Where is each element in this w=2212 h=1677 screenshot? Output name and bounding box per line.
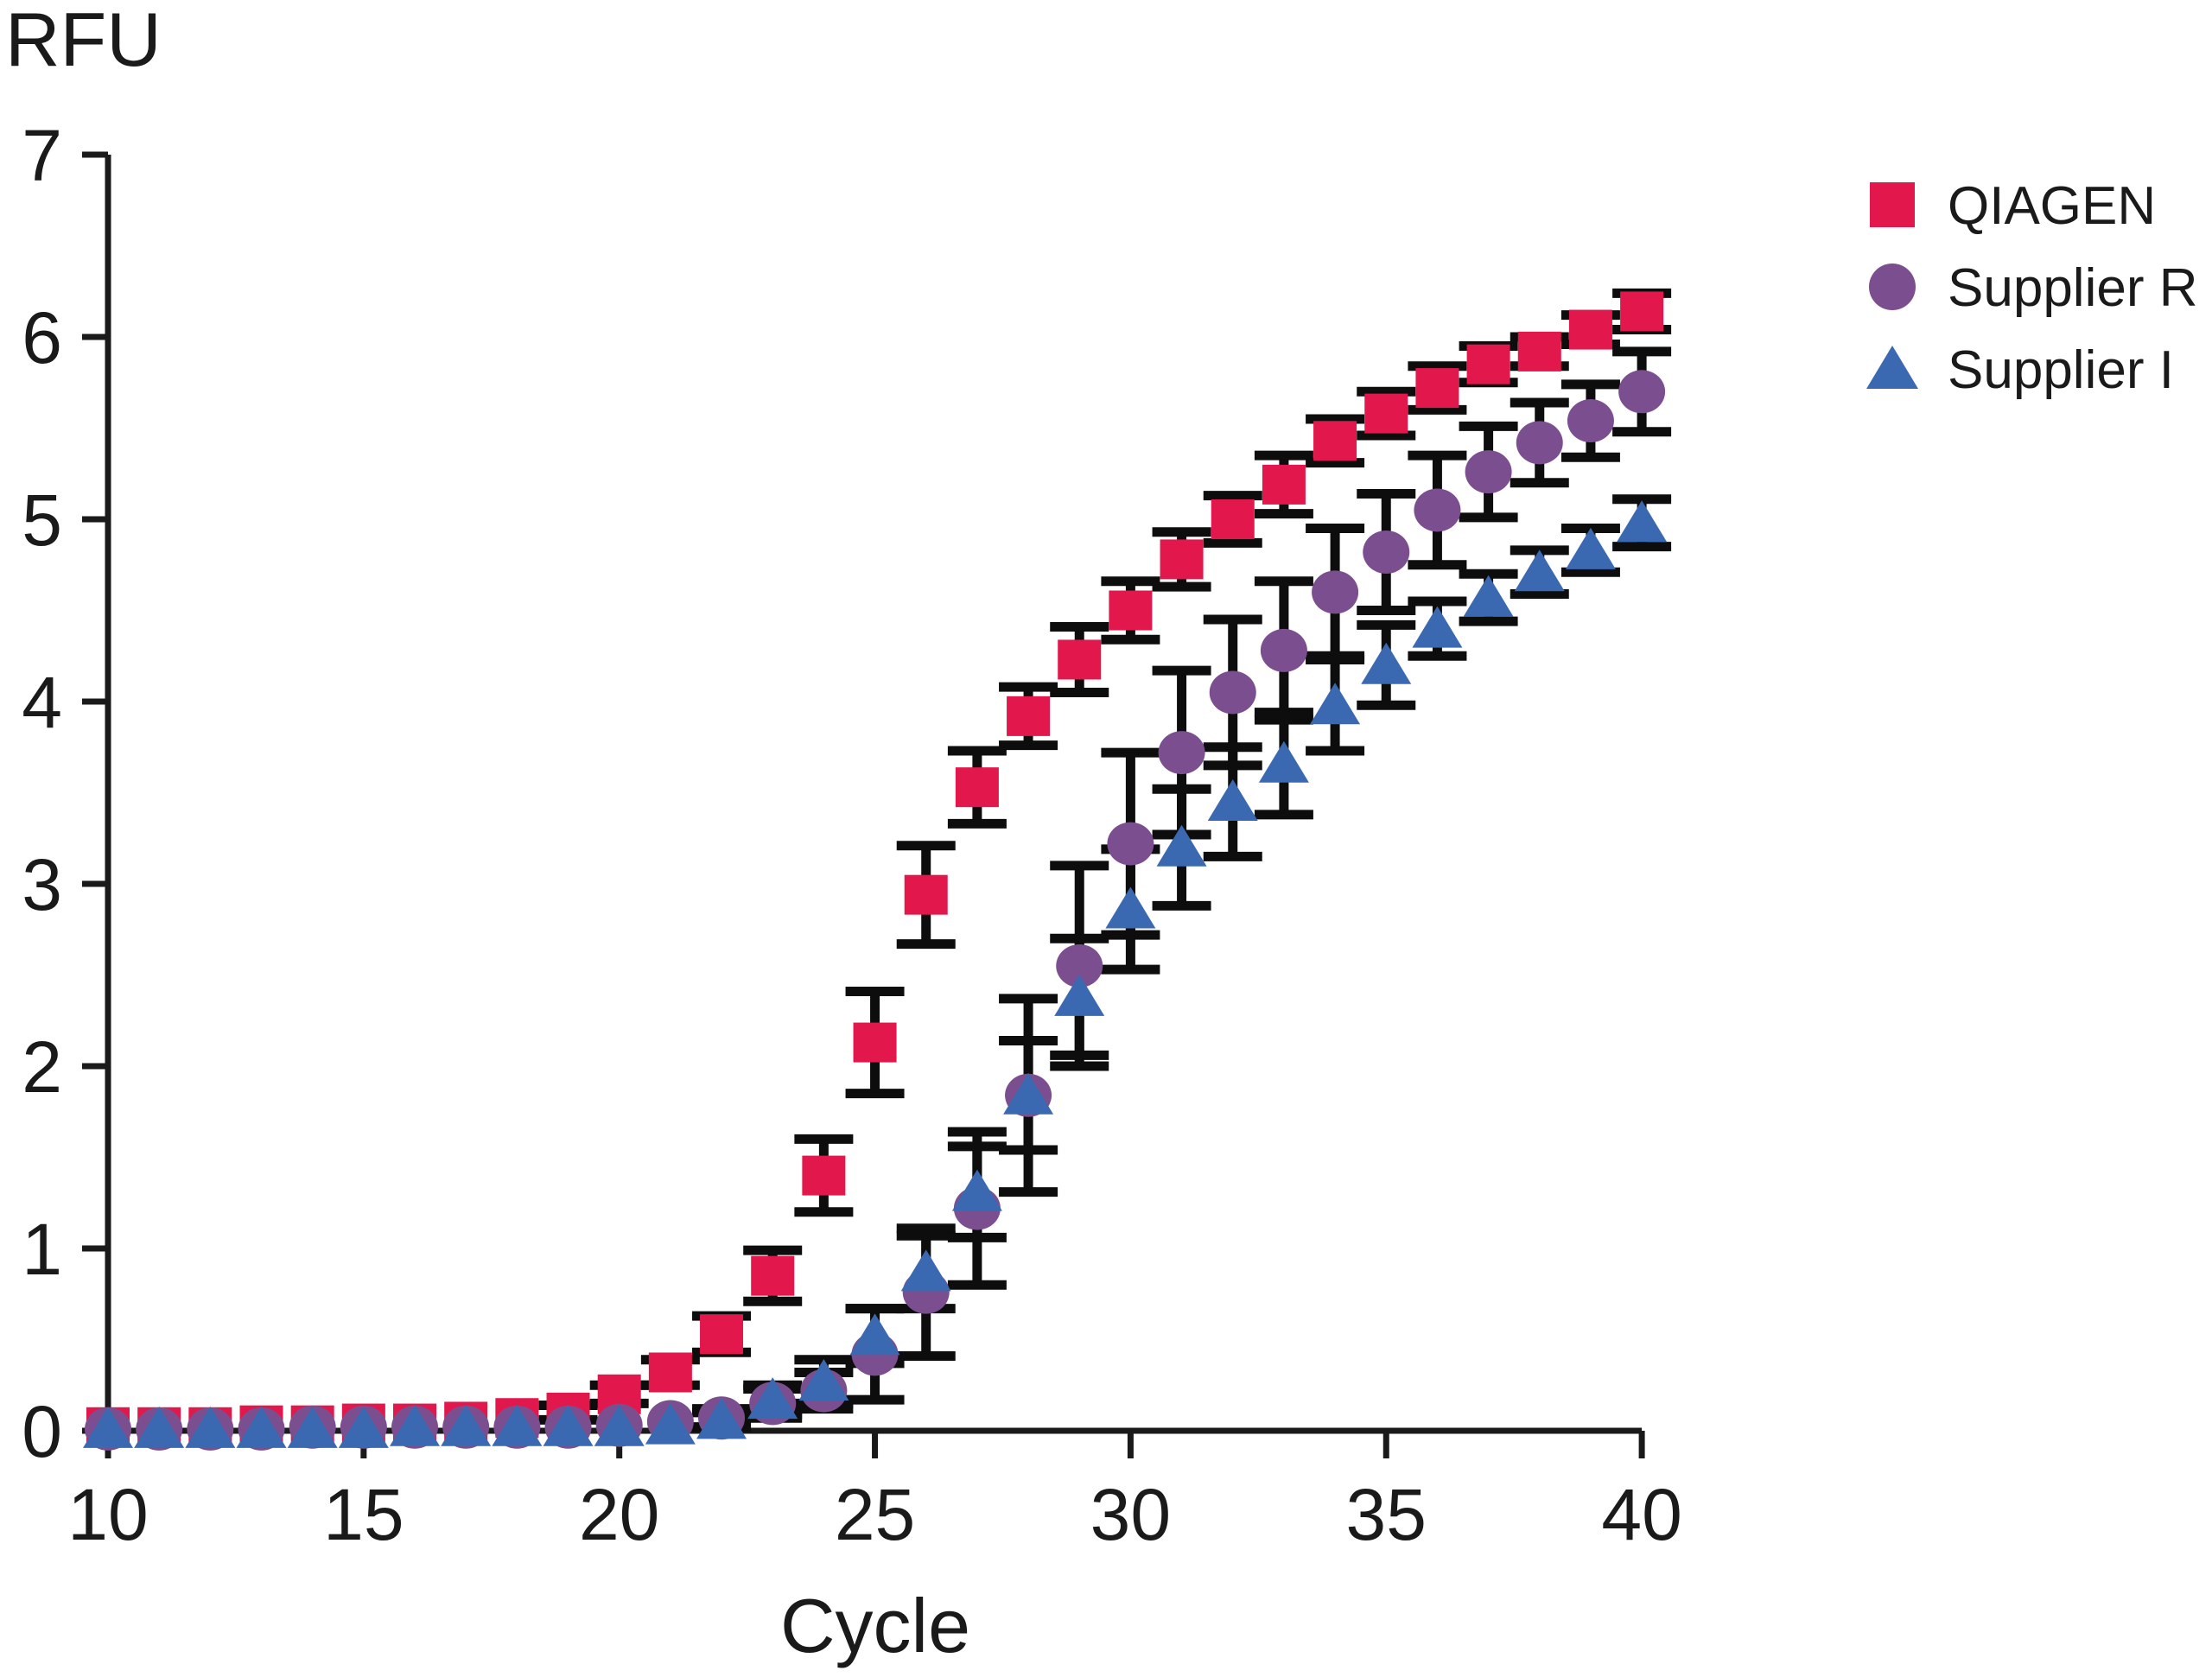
x-tick-label: 20 [579, 1474, 659, 1555]
qiagen-marker [1415, 368, 1459, 409]
supplier-i-marker [185, 1406, 236, 1448]
supplier-i-marker [492, 1404, 543, 1446]
supplier-i-marker [1258, 740, 1309, 783]
supplier-i-marker [287, 1406, 338, 1448]
supplier-r-marker [1312, 570, 1359, 614]
qiagen-marker [853, 1022, 897, 1063]
qiagen-marker [1364, 393, 1408, 434]
axes [82, 151, 1645, 1458]
y-tick-label: 7 [22, 115, 62, 196]
legend-marker-supplier-r-circle [1869, 264, 1916, 310]
supplier-i-marker [390, 1404, 441, 1446]
qiagen-marker [1160, 539, 1204, 580]
y-tick-label: 5 [22, 480, 62, 561]
supplier-r-marker [1056, 943, 1103, 988]
supplier-i-marker [645, 1402, 696, 1445]
qiagen-marker [802, 1155, 846, 1196]
y-tick-label: 3 [22, 844, 62, 925]
y-tick-label: 1 [22, 1209, 62, 1290]
supplier-r-marker [1209, 670, 1256, 715]
x-tick-label: 35 [1346, 1474, 1427, 1555]
supplier-r-marker [1516, 421, 1563, 465]
supplier-i-marker [1054, 974, 1105, 1016]
x-tick-label: 40 [1601, 1474, 1681, 1555]
qiagen-marker [1007, 696, 1051, 736]
supplier-i-marker [236, 1406, 287, 1448]
y-tick-label: 6 [22, 297, 62, 378]
supplier-i-marker [1412, 606, 1463, 648]
supplier-r-marker [1414, 488, 1461, 532]
qiagen-marker [1517, 331, 1561, 372]
qiagen-marker [1211, 499, 1255, 539]
supplier-r-marker [1465, 450, 1512, 494]
qiagen-marker [904, 874, 948, 915]
supplier-i-marker [1310, 683, 1361, 725]
supplier-i-marker [441, 1404, 492, 1446]
qiagen-marker [751, 1255, 795, 1296]
supplier-i-marker [1003, 1072, 1054, 1115]
x-axis-title: Cycle [780, 1583, 970, 1668]
supplier-i-marker [1617, 500, 1668, 543]
qiagen-marker [1568, 309, 1612, 350]
supplier-r-marker [1260, 628, 1307, 672]
y-tick-label: 4 [22, 662, 62, 743]
qiagen-marker [1058, 639, 1102, 680]
supplier-i-marker [338, 1406, 389, 1448]
supplier-i-marker [83, 1406, 133, 1448]
x-tick-label: 25 [835, 1474, 915, 1555]
legend: QIAGEN Supplier R Supplier I [1866, 176, 2197, 400]
x-tick-label: 15 [323, 1474, 404, 1555]
qiagen-marker [648, 1352, 692, 1393]
qiagen-marker [1466, 344, 1510, 384]
supplier-r-marker [1618, 370, 1666, 414]
qiagen-marker [955, 767, 999, 808]
supplier-i-marker [1156, 824, 1207, 867]
qiagen-marker [1109, 590, 1153, 631]
y-tick-label: 0 [22, 1391, 62, 1472]
qiagen-marker [1262, 464, 1306, 505]
supplier-i-marker [543, 1404, 594, 1446]
supplier-r-marker [1567, 399, 1614, 443]
tick-labels: 0 1 2 3 4 5 6 7 10 15 20 25 30 35 40 [22, 115, 1682, 1555]
supplier-r-marker [1107, 822, 1154, 866]
x-tick-label: 30 [1090, 1474, 1171, 1555]
supplier-i-marker [134, 1406, 185, 1448]
legend-marker-supplier-i-triangle [1866, 346, 1918, 389]
supplier-i-marker [594, 1404, 645, 1446]
data-markers [83, 291, 1668, 1451]
supplier-i-marker [1514, 549, 1565, 592]
supplier-i-marker [1361, 642, 1412, 684]
supplier-i-marker [1105, 886, 1156, 929]
qiagen-marker [700, 1314, 744, 1355]
supplier-i-marker [849, 1313, 900, 1356]
supplier-i-marker [798, 1359, 849, 1401]
x-tick-label: 10 [67, 1474, 148, 1555]
legend-label-supplier-r: Supplier R [1948, 258, 2197, 318]
supplier-i-marker [1565, 527, 1616, 569]
supplier-i-marker [900, 1249, 951, 1292]
supplier-r-marker [1158, 731, 1205, 775]
supplier-r-marker [1363, 530, 1410, 574]
qiagen-marker [1313, 421, 1357, 461]
legend-marker-qiagen-square [1870, 182, 1915, 227]
y-axis-title: RFU [5, 0, 162, 82]
legend-label-supplier-i: Supplier I [1948, 340, 2174, 400]
supplier-i-marker [1207, 779, 1258, 822]
legend-label-qiagen: QIAGEN [1948, 176, 2156, 236]
supplier-i-marker [951, 1169, 1002, 1211]
supplier-i-marker [1463, 575, 1514, 617]
supplier-i-marker [696, 1397, 747, 1439]
qiagen-marker [1620, 291, 1664, 332]
supplier-i-marker [747, 1377, 798, 1420]
y-tick-label: 2 [22, 1026, 62, 1108]
